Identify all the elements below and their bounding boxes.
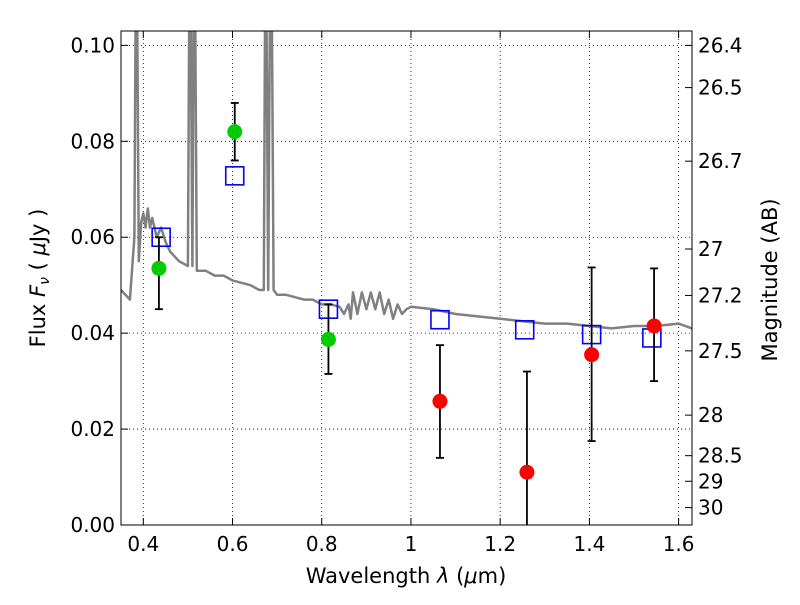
- model-flux-square: [224, 166, 245, 186]
- y-tick-label: 0.02: [70, 417, 115, 441]
- x-tick-label: 0.6: [217, 532, 249, 556]
- y-tick-label: 0.04: [70, 321, 115, 345]
- right-tick-label: 26.4: [698, 33, 743, 57]
- y-axis-label-right: Magnitude (AB): [758, 198, 782, 361]
- model-flux-square: [430, 309, 450, 330]
- model-flux-square: [151, 227, 171, 248]
- x-tick-label: 1.4: [573, 532, 605, 556]
- detections-flux-point: [320, 331, 336, 347]
- right-tick-label: 26.7: [698, 149, 743, 173]
- detections-flux-point: [227, 124, 243, 140]
- other-flux-point: [646, 318, 662, 334]
- other-flux-point: [432, 393, 448, 409]
- x-axis-label-mu: μ: [463, 564, 477, 588]
- y-tick-label: 0.08: [70, 129, 115, 153]
- y-axis-label-left-subscript: ν: [37, 277, 53, 285]
- x-tick-label: 1.6: [663, 532, 695, 556]
- x-axis-label-paren: (: [449, 564, 464, 588]
- right-tick-label: 27.5: [698, 339, 743, 363]
- right-tick-label: 28.5: [698, 444, 743, 468]
- x-axis-label: Wavelength λ (μm): [306, 564, 507, 588]
- other-flux-point: [519, 464, 535, 480]
- other-flux-point: [584, 347, 600, 363]
- model-flux-square: [514, 319, 535, 340]
- y-axis-label-left: Flux Fν ( μJy ): [26, 209, 53, 348]
- x-tick-label: 0.8: [306, 532, 338, 556]
- x-tick-label: 1.2: [484, 532, 516, 556]
- y-axis-label-left-paren: (: [26, 256, 50, 278]
- y-axis-label-left-text: Flux: [26, 297, 50, 347]
- y-tick-label: 0.10: [70, 33, 115, 57]
- y-axis-label-left-unit: Jy ): [26, 209, 50, 245]
- y-tick-label: 0.00: [70, 513, 115, 537]
- template-spectrum-line: [121, 31, 692, 330]
- right-tick-label: 27: [698, 237, 723, 261]
- x-axis-label-symbol: λ: [436, 564, 449, 588]
- detections-flux-point: [151, 260, 167, 276]
- plot-background: [121, 31, 692, 525]
- right-tick-label: 30: [698, 496, 723, 520]
- plot-frame: [120, 30, 693, 526]
- ticks: 0.4 0.6 0.8 1 1.2 1.4 1.6 0.00 0.02 0.04 0.06 0.08 0…: [70, 31, 743, 556]
- right-tick-label: 28: [698, 403, 723, 427]
- right-tick-label: 27.2: [698, 283, 743, 307]
- y-axis-label-left-symbol: F: [26, 284, 50, 297]
- y-axis-label-left-mu: μ: [26, 242, 50, 256]
- x-tick-label: 1: [405, 532, 418, 556]
- y-tick-label: 0.06: [70, 225, 115, 249]
- right-tick-label: 29: [698, 469, 723, 493]
- x-axis-label-unit: m): [478, 564, 507, 588]
- data-layer: [121, 31, 692, 525]
- right-tick-label: 26.5: [698, 76, 743, 100]
- x-tick-label: 0.4: [127, 532, 159, 556]
- x-axis-label-text: Wavelength: [306, 564, 437, 588]
